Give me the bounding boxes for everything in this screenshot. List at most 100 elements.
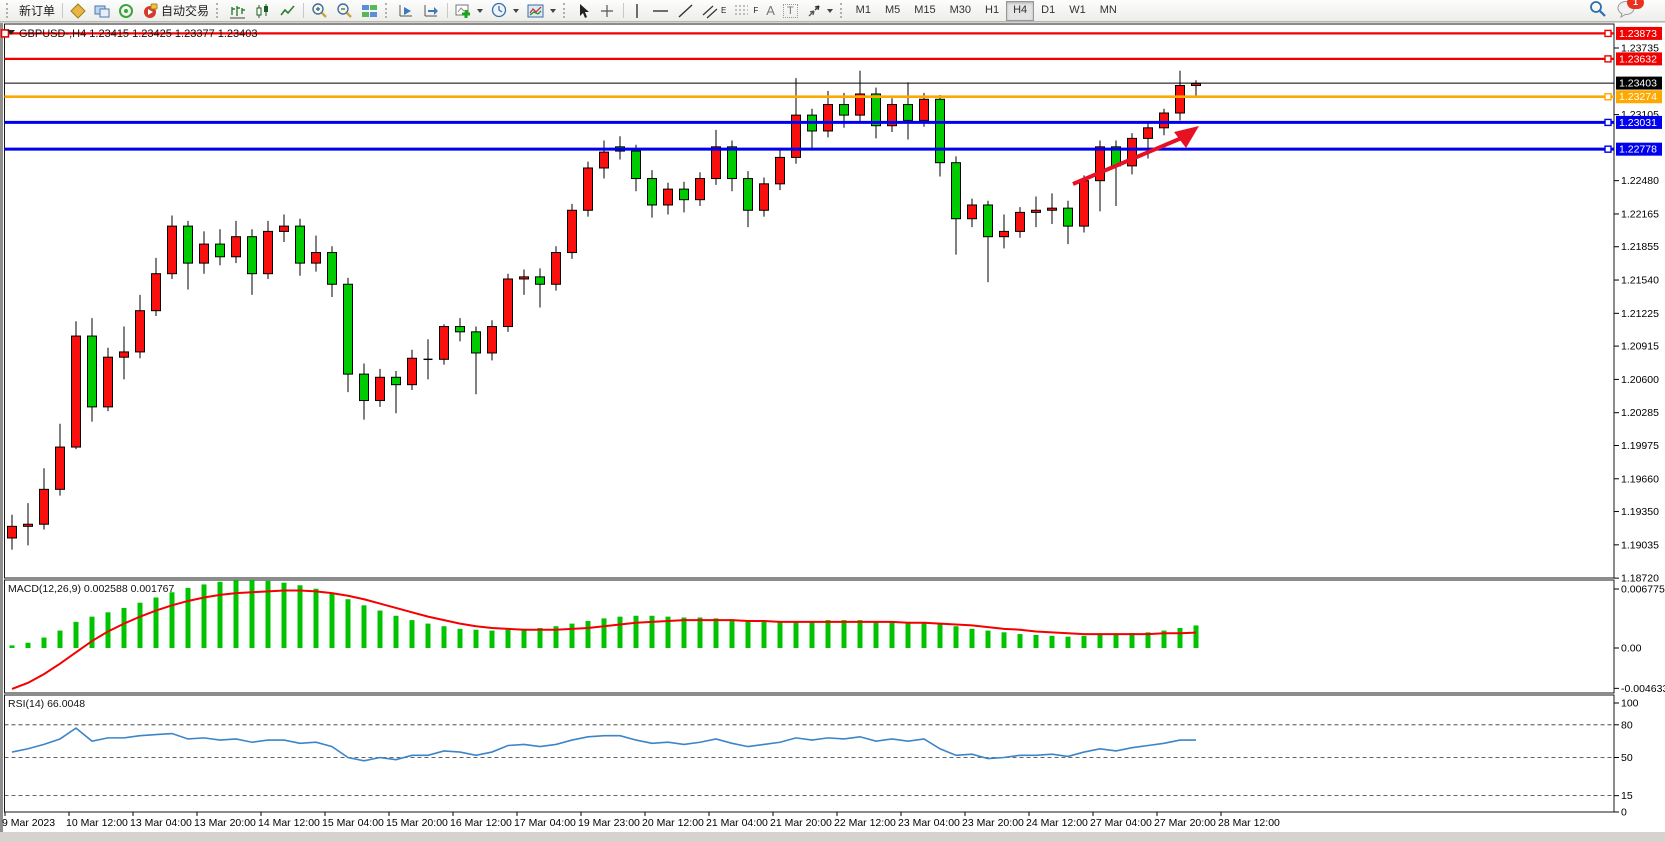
- zoom-in-button[interactable]: [307, 1, 332, 21]
- svg-text:1.19035: 1.19035: [1621, 539, 1659, 551]
- line-chart-button[interactable]: [275, 1, 300, 21]
- svg-text:0.006775: 0.006775: [1621, 583, 1665, 595]
- chart-shift-button[interactable]: [419, 1, 444, 21]
- svg-text:1.21540: 1.21540: [1621, 275, 1659, 287]
- cursor-tool-button[interactable]: [572, 1, 595, 21]
- svg-text:22 Mar 12:00: 22 Mar 12:00: [834, 817, 896, 829]
- svg-text:1.22165: 1.22165: [1621, 208, 1659, 220]
- zoom-out-button[interactable]: [332, 1, 357, 21]
- top-toolbar: 新订单 自动交易: [0, 0, 1665, 22]
- timeframe-H4[interactable]: H4: [1006, 0, 1035, 21]
- svg-text:1.19660: 1.19660: [1621, 473, 1659, 485]
- chart-title: GBPUSD-,H4 1.23415 1.23425 1.23377 1.234…: [7, 28, 258, 40]
- svg-text:1.21225: 1.21225: [1621, 308, 1659, 320]
- toolbar-separator: [62, 3, 64, 18]
- svg-text:28 Mar 12:00: 28 Mar 12:00: [1218, 817, 1280, 829]
- market-watch-icon[interactable]: [90, 1, 114, 21]
- svg-text:100: 100: [1621, 698, 1639, 710]
- new-order-icon[interactable]: [66, 1, 90, 21]
- svg-text:1.23031: 1.23031: [1619, 117, 1657, 129]
- toolbar-grip[interactable]: [216, 3, 222, 18]
- search-icon[interactable]: [1589, 0, 1607, 23]
- svg-text:1.23735: 1.23735: [1621, 43, 1659, 55]
- toolbar-grip[interactable]: [839, 3, 846, 18]
- horizontal-lines: [0, 29, 1614, 153]
- auto-scroll-button[interactable]: [394, 1, 419, 21]
- svg-text:1.22480: 1.22480: [1621, 175, 1659, 187]
- indicators-add-button[interactable]: [451, 1, 487, 21]
- notifications-icon[interactable]: 1: [1617, 0, 1644, 23]
- arrows-tool[interactable]: [802, 1, 837, 21]
- candlestick-chart-button[interactable]: [250, 1, 275, 21]
- fibonacci-tool[interactable]: F: [730, 1, 762, 21]
- toolbar-grip[interactable]: [385, 3, 391, 18]
- price-axis: 1.237351.231051.224801.221651.218551.215…: [1614, 43, 1659, 585]
- svg-text:9 Mar 2023: 9 Mar 2023: [2, 817, 55, 829]
- periods-button[interactable]: [487, 1, 523, 21]
- macd-signal-line: [11, 589, 1197, 690]
- toolbar-separator: [447, 3, 449, 18]
- vertical-line-tool[interactable]: [627, 1, 648, 21]
- signal-icon[interactable]: [114, 1, 138, 21]
- svg-text:1.23632: 1.23632: [1619, 53, 1657, 65]
- candles-layer: [7, 70, 1201, 550]
- auto-trading-button[interactable]: 自动交易: [138, 1, 213, 21]
- horizontal-line-tool[interactable]: [648, 1, 673, 21]
- svg-text:1.22778: 1.22778: [1619, 144, 1657, 156]
- svg-text:1.20600: 1.20600: [1621, 374, 1659, 386]
- timeframe-H1[interactable]: H1: [985, 3, 1000, 16]
- toolbar-grip[interactable]: [563, 3, 569, 18]
- svg-text:15 Mar 04:00: 15 Mar 04:00: [322, 817, 384, 829]
- svg-text:16 Mar 12:00: 16 Mar 12:00: [450, 817, 512, 829]
- svg-text:RSI(14) 66.0048: RSI(14) 66.0048: [8, 698, 85, 710]
- channel-tool-letter: E: [721, 6, 727, 15]
- timeframe-M15[interactable]: M15: [914, 3, 936, 16]
- crosshair-tool-button[interactable]: [595, 1, 620, 21]
- timeframe-MN[interactable]: MN: [1099, 3, 1117, 16]
- trendline-tool[interactable]: [673, 1, 698, 21]
- timeframe-bar: M1 M5 M15 M30 H1 H4 D1 W1 MN: [849, 0, 1124, 21]
- svg-text:21 Mar 04:00: 21 Mar 04:00: [706, 817, 768, 829]
- bar-chart-button[interactable]: [225, 1, 250, 21]
- trend-arrow-annotation: [1072, 126, 1199, 186]
- svg-text:23 Mar 04:00: 23 Mar 04:00: [898, 817, 960, 829]
- tile-windows-button[interactable]: [357, 1, 382, 21]
- toolbar-separator: [303, 3, 305, 18]
- svg-text:10 Mar 12:00: 10 Mar 12:00: [66, 817, 128, 829]
- bid-price-label: [1616, 76, 1662, 90]
- timeframe-D1[interactable]: D1: [1041, 3, 1056, 16]
- svg-text:15: 15: [1621, 790, 1633, 802]
- svg-text:14 Mar 12:00: 14 Mar 12:00: [258, 817, 320, 829]
- text-tool[interactable]: A: [766, 3, 775, 18]
- svg-text:24 Mar 12:00: 24 Mar 12:00: [1026, 817, 1088, 829]
- toolbar-grip[interactable]: [6, 3, 12, 18]
- timeframe-M1[interactable]: M1: [855, 3, 871, 16]
- fibonacci-tool-letter: F: [753, 6, 759, 15]
- timeframe-W1[interactable]: W1: [1069, 3, 1086, 16]
- svg-text:17 Mar 04:00: 17 Mar 04:00: [514, 817, 576, 829]
- new-order-button[interactable]: 新订单: [19, 4, 56, 18]
- template-button[interactable]: [523, 1, 560, 21]
- svg-text:20 Mar 12:00: 20 Mar 12:00: [642, 817, 704, 829]
- svg-text:MACD(12,26,9) 0.002588 0.00176: MACD(12,26,9) 0.002588 0.001767: [8, 583, 175, 595]
- notification-badge: 1: [1627, 0, 1644, 9]
- svg-text:GBPUSD-,H4 1.23415 1.23425 1.: GBPUSD-,H4 1.23415 1.23425 1.23377 1.234…: [19, 28, 258, 40]
- svg-text:1.21855: 1.21855: [1621, 241, 1659, 253]
- svg-text:1.20915: 1.20915: [1621, 341, 1659, 353]
- label-tool-letter: T: [782, 3, 798, 18]
- svg-text:23 Mar 20:00: 23 Mar 20:00: [962, 817, 1024, 829]
- svg-text:1.19350: 1.19350: [1621, 506, 1659, 518]
- svg-text:19 Mar 23:00: 19 Mar 23:00: [578, 817, 640, 829]
- dropdown-arrow-icon: [550, 8, 557, 13]
- channel-tool[interactable]: E: [698, 1, 730, 21]
- svg-text:13 Mar 04:00: 13 Mar 04:00: [130, 817, 192, 829]
- svg-text:27 Mar 20:00: 27 Mar 20:00: [1154, 817, 1216, 829]
- rsi-panel: 100 80 50 15 0 RSI(14) 66.0048: [4, 698, 1639, 819]
- label-tool[interactable]: T: [779, 1, 802, 21]
- dropdown-arrow-icon: [477, 8, 484, 13]
- svg-text:80: 80: [1621, 719, 1633, 731]
- timeframe-M5[interactable]: M5: [884, 3, 901, 16]
- timeframe-M30[interactable]: M30: [949, 3, 972, 16]
- price-label-boxes: 1.23873 1.23632 1.23274 1.23031 1.22778 1.234…: [1616, 26, 1662, 156]
